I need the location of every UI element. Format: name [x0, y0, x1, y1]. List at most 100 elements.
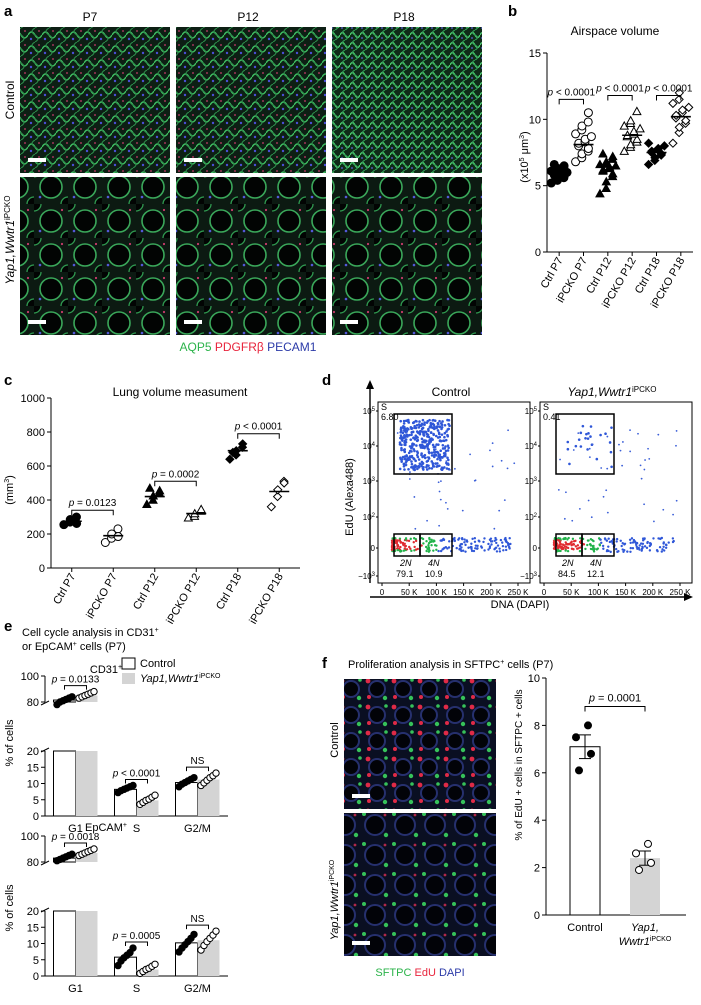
flow-event: [429, 421, 433, 425]
flow-event: [558, 549, 561, 553]
x-tick-label: Ctrl P12: [131, 572, 161, 612]
flow-event: [413, 496, 416, 498]
flow-4n-value: 10.9: [425, 569, 443, 579]
panel-a-letter: a: [4, 3, 13, 20]
p-value-label: p = 0.0018: [51, 832, 100, 843]
flow-event: [602, 495, 605, 498]
flow-event: [618, 443, 620, 446]
flow-event: [409, 547, 412, 550]
flow-xtick-label: 250 K: [508, 588, 530, 597]
flow-event: [608, 540, 612, 544]
flow-event: [641, 546, 644, 549]
f-row-label-mutant: Yap1,Wwtr1iPCKO: [329, 859, 341, 940]
flow-event: [439, 449, 443, 453]
flow-event: [420, 437, 424, 441]
flow-event: [414, 527, 417, 530]
flow-4n-label: 4N: [590, 558, 602, 568]
flow-event: [439, 422, 443, 425]
x-tick-label-line2: Wwtr1iPCKO: [619, 936, 672, 948]
flow-event: [420, 536, 423, 540]
flow-event: [662, 545, 665, 549]
flow-event: [433, 427, 436, 431]
flow-event: [584, 547, 587, 551]
flow-event: [408, 449, 412, 453]
x-tick-label: S: [133, 823, 140, 835]
flow-xtick-label: 100 K: [588, 588, 610, 597]
flow-event: [403, 455, 407, 458]
flow-event: [398, 539, 402, 542]
flow-event: [596, 547, 600, 550]
flow-event: [436, 422, 440, 426]
flow-event: [440, 466, 444, 469]
flow-event: [579, 431, 583, 435]
flow-event: [409, 471, 411, 473]
y-tick-label: 0: [535, 247, 541, 259]
flow-event: [394, 541, 397, 545]
flow-event: [489, 449, 491, 452]
flow-title-control: Control: [432, 385, 471, 399]
axis-break: [40, 860, 50, 866]
flow-event: [400, 460, 403, 463]
flow-event: [493, 539, 496, 542]
data-point: [625, 139, 636, 149]
flow-event: [572, 542, 575, 546]
flow-event: [436, 429, 440, 432]
flow-event: [644, 459, 646, 461]
flow-event: [433, 543, 437, 547]
flow-event: [460, 546, 463, 549]
flow-event: [464, 543, 467, 547]
flow-event: [636, 547, 640, 550]
scale-bar: [184, 158, 202, 162]
flow-event: [621, 464, 624, 467]
flow-event: [391, 537, 394, 540]
flow-ytick-label: 0: [371, 544, 376, 553]
flow-event: [591, 443, 594, 446]
flow-event: [421, 431, 425, 434]
flow-event: [615, 540, 618, 543]
flow-event: [675, 430, 678, 432]
panel-b-letter: b: [508, 3, 517, 20]
flow-ytick-label: 102: [525, 513, 538, 522]
flow-event: [461, 537, 464, 541]
data-point: [632, 106, 642, 116]
flow-event: [396, 548, 400, 552]
y-tick-label: 5: [33, 795, 39, 807]
flow-event: [566, 546, 570, 550]
flow-event: [439, 549, 443, 553]
x-tick-label: Yap1,: [631, 922, 659, 934]
flow-xtick-label: 0: [542, 588, 547, 597]
flow-event: [566, 549, 570, 553]
flow-event: [398, 441, 402, 444]
flow-event: [430, 467, 434, 470]
flow-event: [659, 537, 662, 540]
flow-event: [652, 537, 655, 540]
flow-event: [437, 549, 440, 553]
y-tick-label: 0: [534, 910, 540, 922]
flow-2n-value: 84.5: [558, 569, 576, 579]
flow-event: [411, 442, 414, 446]
flow-event: [435, 548, 438, 552]
legend-swatch-mutant: [122, 673, 135, 684]
flow-event: [656, 550, 659, 553]
flow-event: [438, 453, 442, 456]
flow-event: [480, 546, 484, 549]
flow-event: [502, 549, 505, 552]
flow-event: [621, 441, 624, 443]
micrograph-f-mutant: [344, 813, 496, 956]
flow-event: [455, 546, 458, 550]
flow-event: [597, 537, 601, 540]
flow-event: [446, 458, 450, 462]
flow-event: [417, 431, 420, 435]
flow-event: [663, 549, 666, 552]
flow-event: [558, 537, 562, 540]
flow-event: [410, 454, 414, 458]
flow-event: [619, 449, 622, 452]
flow-event: [639, 542, 643, 545]
data-point: [684, 102, 694, 113]
data-point: [668, 138, 678, 148]
flow-event: [474, 547, 477, 550]
flow-event: [444, 445, 447, 448]
flow-event: [487, 548, 490, 551]
data-point: [575, 766, 583, 775]
x-tick-label: iPCKO P18: [247, 572, 286, 627]
